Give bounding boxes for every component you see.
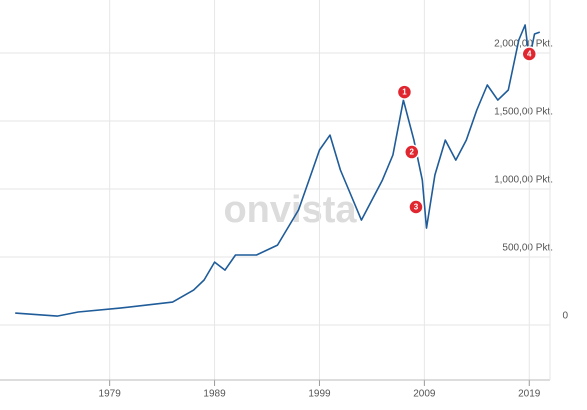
y-tick-label: 1,500,00 Pkt. (494, 107, 553, 118)
y-tick-label: 0 (562, 311, 568, 322)
x-tick-label: 1989 (203, 389, 226, 400)
annotation-label: 1 (402, 88, 407, 97)
annotation-label: 3 (414, 203, 419, 212)
x-tick-label: 2019 (518, 389, 541, 400)
annotation-marker (408, 199, 424, 215)
y-tick-label: 2,000,00 Pkt. (494, 39, 553, 50)
annotation-marker (396, 84, 413, 100)
x-tick-label: 1999 (308, 389, 331, 400)
data-line (15, 24, 541, 317)
annotation-marker (404, 144, 420, 160)
annotation-label: 2 (410, 148, 415, 157)
annotation-marker (521, 46, 538, 62)
y-tick-label: 1,000,00 Pkt. (494, 175, 553, 186)
x-tick-label: 2009 (413, 389, 436, 400)
y-tick-label: 500,00 Pkt. (502, 243, 553, 254)
annotation-label: 4 (527, 50, 532, 59)
x-tick-label: 1979 (99, 389, 122, 400)
